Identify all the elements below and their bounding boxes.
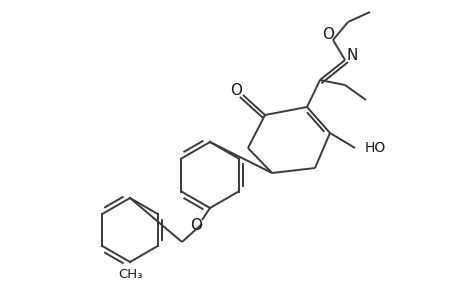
Text: O: O bbox=[190, 218, 202, 233]
Text: CH₃: CH₃ bbox=[118, 268, 142, 281]
Text: HO: HO bbox=[364, 141, 386, 155]
Text: N: N bbox=[346, 47, 357, 62]
Text: O: O bbox=[321, 26, 333, 41]
Text: O: O bbox=[230, 82, 241, 98]
